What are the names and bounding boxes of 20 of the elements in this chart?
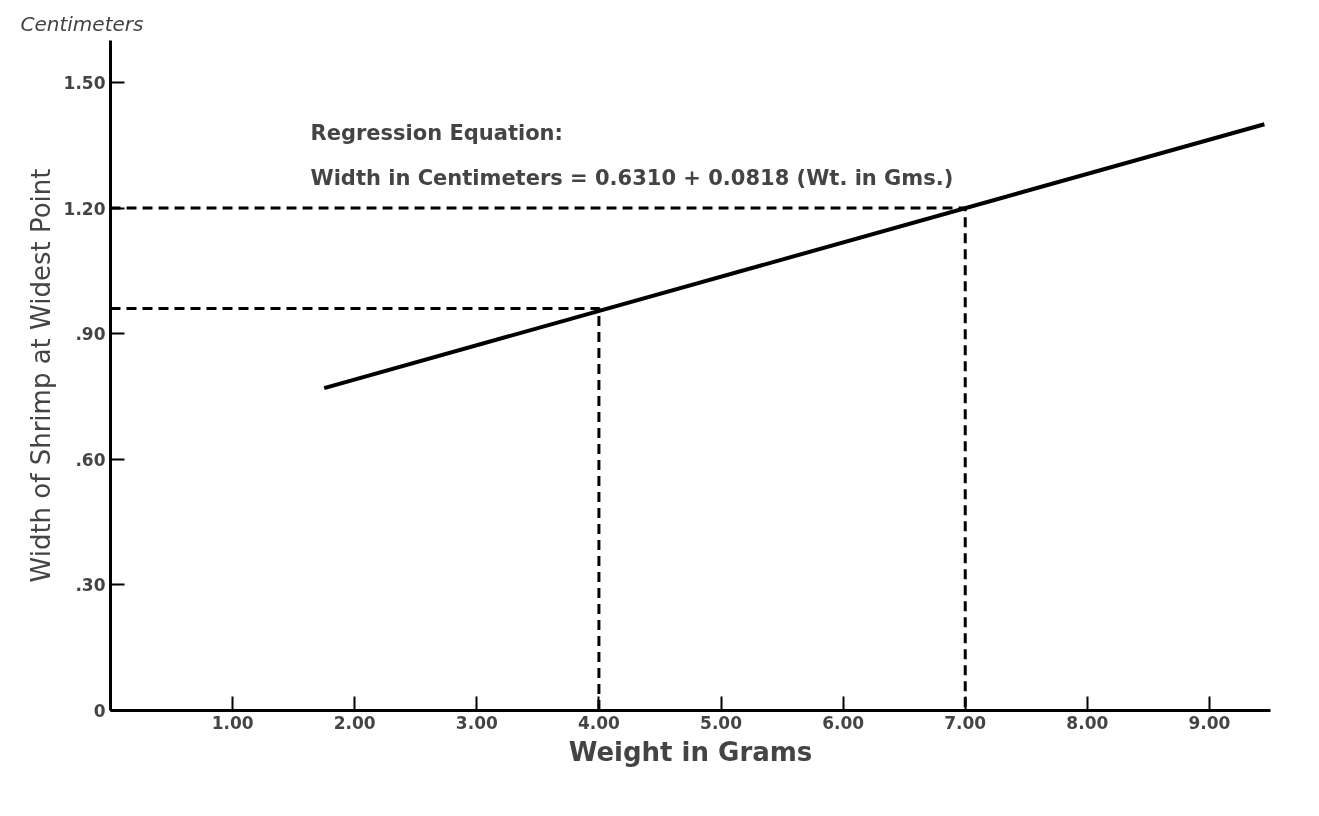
y-axis-title: Width of Shrimp at Widest Point (25, 168, 56, 583)
text: Centimeters (20, 11, 144, 36)
x-tick-label: 1.00 (211, 712, 254, 733)
y-tick-label: 1.50 (63, 72, 106, 93)
x-tick-label: 4.00 (577, 712, 621, 733)
annotation: Width in Centimeters = 0.6310 + 0.0818 (Wt. in Gms.) (310, 165, 954, 190)
x-tick-label: 6.00 (822, 712, 865, 733)
x-tick-label: 5.00 (700, 712, 743, 733)
x-tick-label: 8.00 (1066, 712, 1109, 733)
y-tick-label: .90 (75, 324, 106, 345)
x-tick-label: 9.00 (1188, 712, 1231, 733)
y-tick-label: .30 (75, 575, 106, 596)
y-tick-label: .60 (75, 449, 106, 470)
x-tick-label: 2.00 (333, 712, 376, 733)
x-axis-title: Weight in Grams (568, 736, 813, 767)
x-tick-label: 7.00 (944, 712, 987, 733)
annotation: Regression Equation: (310, 120, 563, 145)
y-tick-label: 1.20 (63, 198, 106, 219)
y-tick-label: 0 (93, 701, 106, 721)
x-tick-label: 3.00 (455, 712, 498, 733)
